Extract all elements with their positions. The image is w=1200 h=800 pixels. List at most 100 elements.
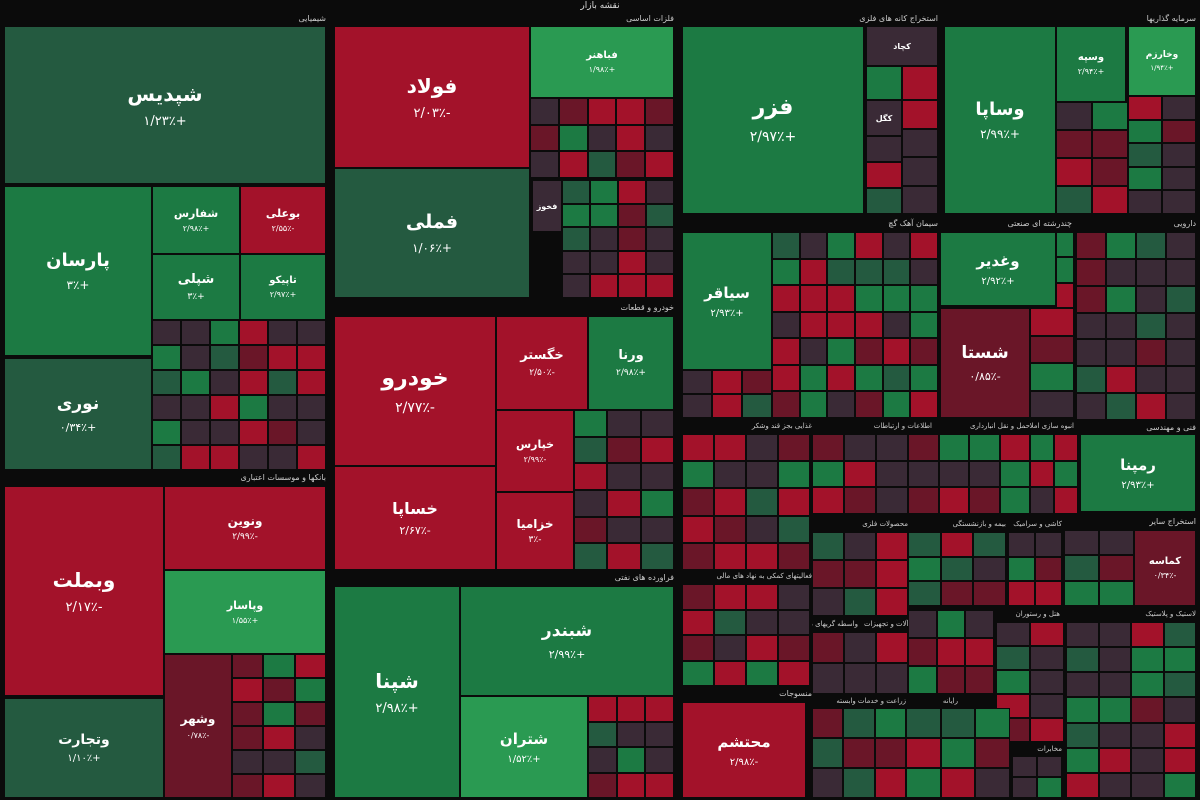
small-stock-tile[interactable] <box>799 285 828 312</box>
small-stock-tile[interactable] <box>882 258 911 286</box>
small-stock-tile[interactable] <box>574 490 608 517</box>
small-stock-tile[interactable] <box>263 678 295 702</box>
small-stock-tile[interactable] <box>1076 339 1106 367</box>
small-stock-tile[interactable] <box>973 532 1006 557</box>
small-stock-tile[interactable] <box>999 460 1030 488</box>
small-stock-tile[interactable] <box>618 203 646 228</box>
small-stock-tile[interactable] <box>714 584 746 610</box>
small-stock-tile[interactable] <box>1030 460 1054 488</box>
small-stock-tile[interactable] <box>910 391 938 418</box>
small-stock-tile[interactable] <box>772 258 800 286</box>
small-stock-tile[interactable] <box>827 232 855 259</box>
small-stock-tile[interactable] <box>996 622 1030 646</box>
small-stock-tile[interactable] <box>812 588 844 616</box>
small-stock-tile[interactable] <box>844 460 876 488</box>
small-stock-tile[interactable] <box>827 391 855 418</box>
stock-tile[interactable]: ونوین -۲/۹۹٪ <box>164 486 326 570</box>
small-stock-tile[interactable] <box>682 660 714 686</box>
small-stock-tile[interactable] <box>855 258 883 286</box>
small-stock-tile[interactable] <box>1054 434 1078 461</box>
small-stock-tile[interactable] <box>640 436 674 464</box>
small-stock-tile[interactable] <box>574 516 608 544</box>
small-stock-tile[interactable] <box>969 487 1000 514</box>
small-stock-tile[interactable] <box>1098 772 1131 798</box>
small-stock-tile[interactable] <box>908 460 939 488</box>
small-stock-tile[interactable] <box>812 768 844 798</box>
small-stock-tile[interactable] <box>590 227 618 251</box>
small-stock-tile[interactable] <box>714 609 746 635</box>
small-stock-tile[interactable] <box>239 345 268 370</box>
small-stock-tile[interactable] <box>843 738 875 768</box>
small-stock-tile[interactable] <box>778 515 810 543</box>
small-stock-tile[interactable] <box>902 128 938 157</box>
small-stock-tile[interactable] <box>1092 158 1128 186</box>
small-stock-tile[interactable] <box>999 487 1030 514</box>
stock-tile[interactable]: خودرو -۲/۷۷٪ <box>334 316 496 466</box>
stock-tile[interactable]: شفارس +۲/۹۸٪ <box>152 186 240 254</box>
small-stock-tile[interactable] <box>1128 96 1162 120</box>
small-stock-tile[interactable] <box>268 370 297 395</box>
small-stock-tile[interactable] <box>1128 166 1162 191</box>
small-stock-tile[interactable] <box>973 556 1006 582</box>
small-stock-tile[interactable] <box>746 515 778 543</box>
small-stock-tile[interactable] <box>876 663 908 694</box>
small-stock-tile[interactable] <box>714 542 746 570</box>
small-stock-tile[interactable] <box>827 338 855 365</box>
small-stock-tile[interactable] <box>294 750 326 774</box>
small-stock-tile[interactable] <box>645 124 674 152</box>
small-stock-tile[interactable] <box>1076 232 1106 259</box>
small-stock-tile[interactable] <box>882 311 911 339</box>
small-stock-tile[interactable] <box>908 638 937 666</box>
small-stock-tile[interactable] <box>799 258 828 286</box>
small-stock-tile[interactable] <box>1098 647 1131 673</box>
small-stock-tile[interactable] <box>843 768 875 798</box>
small-stock-tile[interactable] <box>587 98 617 125</box>
small-stock-tile[interactable] <box>742 370 772 394</box>
small-stock-tile[interactable] <box>1106 393 1136 420</box>
small-stock-tile[interactable] <box>1162 96 1196 120</box>
small-stock-tile[interactable] <box>799 391 828 418</box>
small-stock-tile[interactable] <box>812 460 844 488</box>
small-stock-tile[interactable] <box>640 543 674 570</box>
stock-tile[interactable]: وشهر -۰/۷۸٪ <box>164 654 232 798</box>
small-stock-tile[interactable] <box>874 708 906 738</box>
small-stock-tile[interactable] <box>844 532 876 560</box>
small-stock-tile[interactable] <box>1163 622 1196 648</box>
small-stock-tile[interactable] <box>1131 747 1164 773</box>
small-stock-tile[interactable] <box>232 654 264 678</box>
small-stock-tile[interactable] <box>908 581 941 606</box>
small-stock-tile[interactable] <box>714 515 746 543</box>
small-stock-tile[interactable] <box>297 345 326 370</box>
small-stock-tile[interactable] <box>827 311 855 339</box>
small-stock-tile[interactable] <box>1162 190 1196 214</box>
small-stock-tile[interactable] <box>996 694 1030 718</box>
small-stock-tile[interactable] <box>1056 186 1092 214</box>
small-stock-tile[interactable] <box>965 666 994 694</box>
small-stock-tile[interactable] <box>210 445 239 470</box>
small-stock-tile[interactable] <box>588 747 617 773</box>
small-stock-tile[interactable] <box>1064 530 1099 556</box>
small-stock-tile[interactable] <box>1136 285 1166 313</box>
small-stock-tile[interactable] <box>778 609 810 635</box>
small-stock-tile[interactable] <box>682 515 714 543</box>
small-stock-tile[interactable] <box>866 66 902 100</box>
small-stock-tile[interactable] <box>587 124 617 152</box>
stock-tile[interactable]: خساپا -۲/۶۷٪ <box>334 466 496 570</box>
small-stock-tile[interactable] <box>530 124 559 152</box>
stock-tile[interactable]: وغدیر +۲/۹۲٪ <box>940 232 1056 306</box>
small-stock-tile[interactable] <box>297 395 326 420</box>
small-stock-tile[interactable] <box>936 666 966 694</box>
stock-tile[interactable]: ورنا +۲/۹۸٪ <box>588 316 674 410</box>
small-stock-tile[interactable] <box>1035 532 1062 557</box>
small-stock-tile[interactable] <box>618 274 646 298</box>
small-stock-tile[interactable] <box>876 632 908 663</box>
small-stock-tile[interactable] <box>714 488 746 516</box>
stock-tile[interactable]: شپنا +۲/۹۸٪ <box>334 586 460 798</box>
small-stock-tile[interactable] <box>874 738 906 768</box>
small-stock-tile[interactable] <box>1136 339 1166 367</box>
small-stock-tile[interactable] <box>1066 647 1099 673</box>
small-stock-tile[interactable] <box>812 532 844 560</box>
small-stock-tile[interactable] <box>1131 647 1164 673</box>
small-stock-tile[interactable] <box>1099 555 1134 581</box>
small-stock-tile[interactable] <box>574 436 608 464</box>
